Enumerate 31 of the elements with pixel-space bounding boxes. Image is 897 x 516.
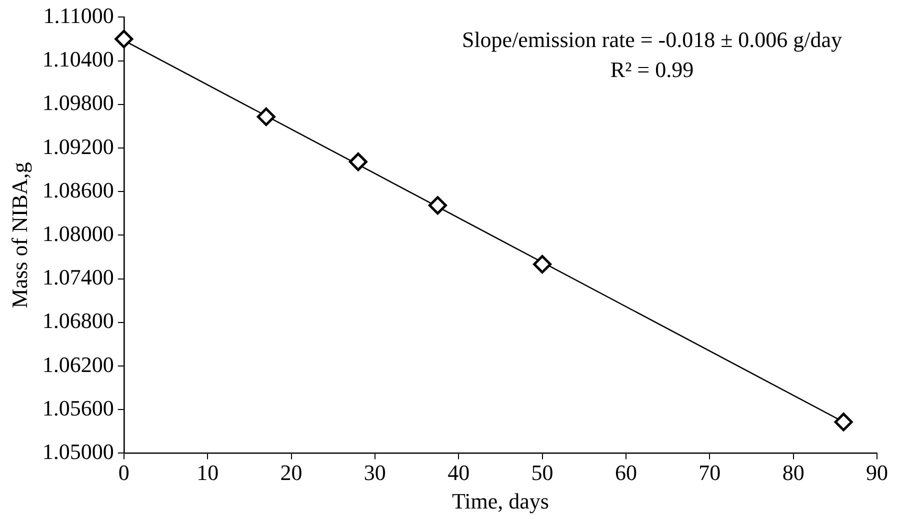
- y-tick-label: 1.08000: [42, 220, 114, 246]
- y-tick-label: 1.05600: [42, 395, 114, 420]
- x-tick-label: 90: [866, 460, 888, 486]
- x-tick-label: 70: [698, 460, 721, 486]
- x-tick-label: 30: [364, 460, 386, 486]
- y-tick-label: 1.09800: [42, 90, 114, 116]
- point: [256, 108, 276, 126]
- y-axis-title: Mass of NIBA,g: [6, 162, 32, 308]
- annotation: R² = 0.99: [610, 56, 694, 82]
- x-tick-label: 80: [782, 460, 804, 486]
- y-tick-label: 1.05000: [42, 438, 114, 464]
- point: [348, 152, 368, 172]
- x-tick-label: 0: [118, 460, 130, 486]
- point: [114, 30, 134, 48]
- y-tick-label: 1.06200: [42, 352, 114, 377]
- x-axis-title: Time, days: [452, 488, 549, 514]
- y-tick-label: 1.08600: [42, 177, 114, 202]
- annotation: Slope/emission rate = -0.018 ± 0.006 g/day: [462, 26, 842, 52]
- point: [834, 412, 853, 432]
- x-tick-label: 10: [196, 460, 219, 486]
- y-tick-label: 1.11000: [43, 2, 114, 28]
- y-tick-label: 1.07400: [42, 264, 114, 290]
- y-tick-label: 1.09200: [42, 134, 114, 159]
- point: [428, 196, 447, 215]
- y-tick-label: 1.10400: [42, 46, 114, 72]
- x-tick-label: 60: [614, 460, 637, 486]
- y-tick-label: 1.06800: [42, 308, 114, 334]
- x-tick-label: 50: [531, 460, 554, 486]
- x-tick-label: 20: [280, 460, 302, 486]
- point: [533, 255, 552, 274]
- x-tick-label: 40: [448, 460, 470, 486]
